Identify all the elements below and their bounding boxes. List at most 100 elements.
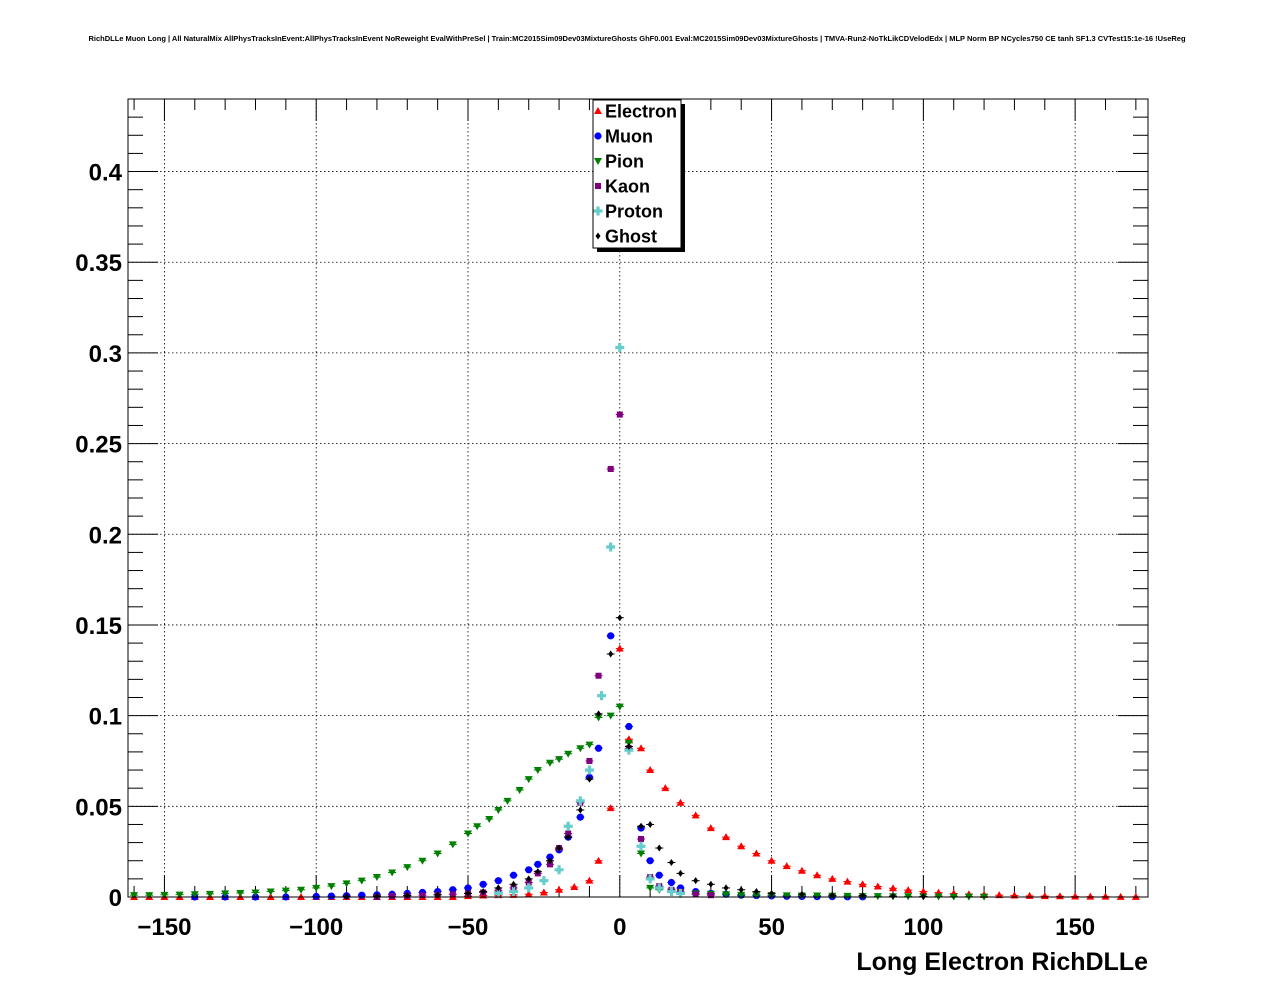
data-point bbox=[494, 877, 502, 885]
legend-label-ghost: Ghost bbox=[605, 227, 657, 247]
data-point bbox=[546, 853, 554, 861]
data-point bbox=[873, 882, 882, 890]
legend-marker-ghost bbox=[595, 232, 601, 240]
data-point bbox=[843, 877, 852, 885]
legend-marker-proton bbox=[593, 206, 603, 216]
data-point bbox=[919, 887, 928, 895]
data-point bbox=[1116, 892, 1125, 900]
data-point bbox=[624, 745, 634, 755]
data-point bbox=[485, 816, 494, 824]
data-point bbox=[546, 861, 553, 868]
y-tick-label: 0.25 bbox=[75, 432, 122, 459]
data-point bbox=[738, 886, 744, 894]
data-point bbox=[646, 857, 654, 865]
data-point bbox=[828, 874, 837, 882]
data-point bbox=[655, 871, 663, 879]
series-kaon bbox=[372, 411, 715, 900]
y-tick-label: 0.3 bbox=[89, 341, 122, 368]
data-point bbox=[606, 804, 615, 812]
data-point bbox=[676, 888, 685, 898]
y-tick-label: 0.15 bbox=[75, 613, 122, 640]
data-point bbox=[576, 745, 585, 753]
data-point bbox=[312, 892, 320, 901]
data-point bbox=[403, 864, 412, 872]
data-point bbox=[606, 712, 615, 720]
data-point bbox=[615, 703, 624, 711]
data-point bbox=[586, 775, 592, 783]
data-point bbox=[480, 888, 486, 896]
data-point bbox=[813, 892, 822, 900]
data-point bbox=[493, 888, 503, 898]
data-point bbox=[555, 885, 564, 893]
legend-label-pion: Pion bbox=[605, 152, 644, 172]
data-point bbox=[533, 767, 542, 775]
data-point bbox=[595, 672, 602, 679]
data-point bbox=[534, 860, 542, 868]
data-point bbox=[858, 880, 867, 888]
data-point bbox=[617, 614, 623, 622]
data-point bbox=[645, 874, 655, 884]
data-point bbox=[576, 813, 584, 821]
y-tick-label: 0.2 bbox=[89, 522, 122, 549]
x-tick-label: 100 bbox=[903, 914, 943, 941]
data-point bbox=[678, 869, 683, 877]
data-point bbox=[782, 862, 791, 870]
legend-marker-muon bbox=[594, 132, 602, 140]
data-point bbox=[668, 859, 674, 867]
data-point bbox=[545, 759, 554, 767]
data-point bbox=[594, 744, 603, 752]
data-point bbox=[585, 741, 594, 749]
data-point bbox=[327, 883, 336, 891]
data-point bbox=[707, 892, 714, 899]
data-point bbox=[666, 887, 676, 897]
y-tick-label: 0 bbox=[109, 885, 122, 912]
axis-tick-labels: −150 −100 −50 0 50 100 150 0 0.05 0.1 0.15 0.2 0.25 0… bbox=[75, 160, 1095, 941]
data-point bbox=[565, 830, 572, 837]
data-point bbox=[607, 632, 615, 640]
data-point bbox=[130, 892, 139, 900]
data-point bbox=[509, 887, 519, 897]
data-point bbox=[524, 776, 533, 784]
data-point bbox=[524, 883, 534, 893]
data-point bbox=[597, 691, 607, 701]
x-tick-label: −100 bbox=[289, 914, 343, 941]
data-point bbox=[661, 784, 670, 792]
chart-title: RichDLLe Muon Long | All NaturalMix AllP… bbox=[88, 34, 1186, 43]
legend: Electron Muon Pion Kaon Proton Ghost bbox=[592, 99, 685, 252]
data-point bbox=[636, 841, 646, 851]
data-point bbox=[606, 542, 616, 552]
data-point bbox=[535, 868, 541, 876]
data-point bbox=[654, 883, 664, 893]
data-point bbox=[374, 892, 380, 900]
data-point bbox=[357, 877, 366, 885]
x-tick-label: 150 bbox=[1055, 914, 1095, 941]
data-point bbox=[575, 796, 585, 806]
data-point bbox=[495, 884, 501, 892]
data-point bbox=[723, 884, 729, 892]
data-point bbox=[769, 889, 775, 897]
data-point bbox=[608, 650, 614, 658]
series-muon bbox=[190, 632, 867, 901]
data-point bbox=[626, 742, 632, 750]
data-point bbox=[418, 857, 427, 865]
y-tick-label: 0.1 bbox=[89, 704, 122, 731]
data-point bbox=[782, 892, 791, 900]
data-point bbox=[372, 874, 381, 882]
data-point bbox=[539, 876, 549, 886]
data-point bbox=[1101, 892, 1110, 900]
data-point bbox=[433, 850, 442, 858]
legend-label-muon: Muon bbox=[605, 127, 653, 147]
data-point bbox=[160, 891, 169, 899]
data-point bbox=[596, 710, 602, 718]
x-tick-label: −150 bbox=[137, 914, 191, 941]
data-point bbox=[358, 891, 366, 899]
data-point bbox=[494, 806, 503, 814]
data-point bbox=[503, 797, 512, 805]
data-point bbox=[813, 871, 822, 879]
data-point bbox=[585, 876, 594, 884]
plot-frame bbox=[127, 98, 1149, 898]
data-point bbox=[638, 822, 644, 830]
data-point bbox=[799, 890, 805, 898]
data-point bbox=[479, 880, 487, 888]
